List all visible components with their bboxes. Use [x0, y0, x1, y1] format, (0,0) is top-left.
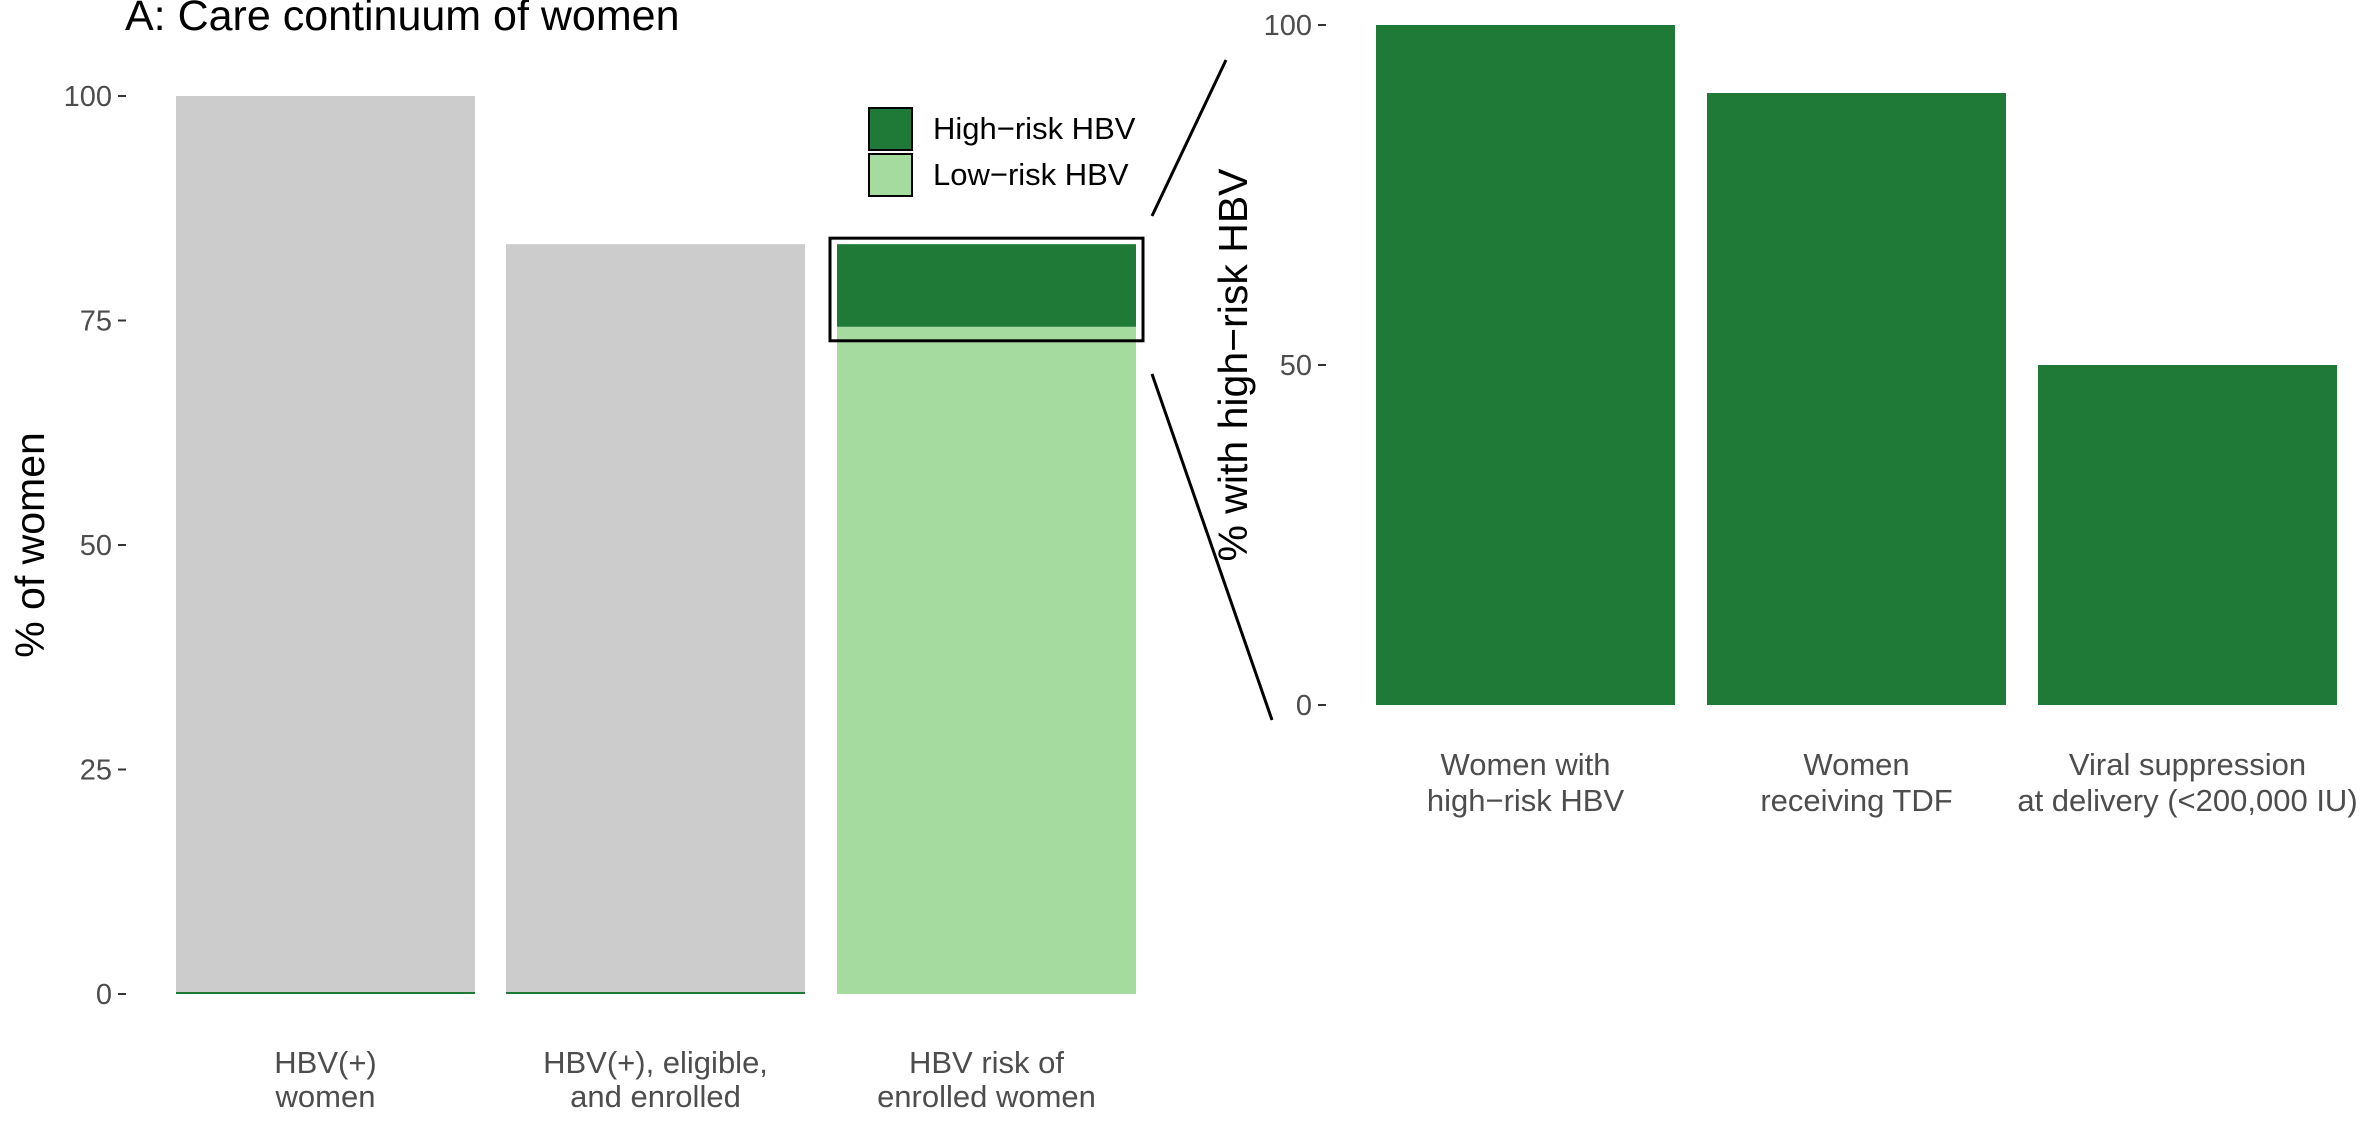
connector-line-top [1150, 59, 1228, 217]
bar-segment [837, 326, 1136, 994]
legend-key [868, 153, 913, 197]
y-tick-label: 50 [1280, 350, 1312, 382]
panel-a: A: Care continuum of women 0 25 50 75 100 % of… [7, 0, 1145, 1114]
y-tick-label: 0 [1296, 690, 1312, 722]
x-category-label: Women with high−risk HBV [1427, 747, 1625, 818]
bar-segment [506, 244, 805, 995]
y-tick-label: 100 [64, 81, 112, 113]
y-tick-label: 100 [1264, 10, 1312, 42]
zoom-connectors [1150, 59, 1274, 721]
panel-a-title: A: Care continuum of women [125, 0, 680, 40]
bar-segment [176, 96, 475, 994]
x-category-label: Viral suppression at delivery (<200,000 I… [2017, 747, 2357, 818]
legend-key [868, 107, 913, 151]
y-tick-label: 25 [80, 755, 112, 787]
y-tick-label: 50 [80, 530, 112, 562]
legend-label: High−risk HBV [933, 111, 1136, 146]
y-tick-label: 0 [96, 979, 112, 1011]
y-tick-label: 75 [80, 306, 112, 338]
bar [2038, 365, 2337, 705]
y-axis-title: % with high−risk HBV [1210, 168, 1256, 562]
bar [1376, 25, 1675, 705]
bar-segment [837, 244, 1136, 327]
legend-label: Low−risk HBV [933, 157, 1129, 192]
x-category-label: HBV risk of enrolled women [877, 1045, 1096, 1114]
x-category-label: Women receiving TDF [1760, 747, 1952, 818]
panel-b: 0 50 100 % with high−risk HBV Women with high… [1210, 10, 2358, 818]
y-axis-title: % of women [7, 432, 53, 658]
bar [1707, 93, 2006, 705]
highlight-box [828, 236, 1145, 343]
x-category-label: HBV(+) women [274, 1045, 377, 1114]
x-category-label: HBV(+), eligible, and enrolled [543, 1045, 768, 1114]
connector-line-bottom [1150, 373, 1274, 721]
